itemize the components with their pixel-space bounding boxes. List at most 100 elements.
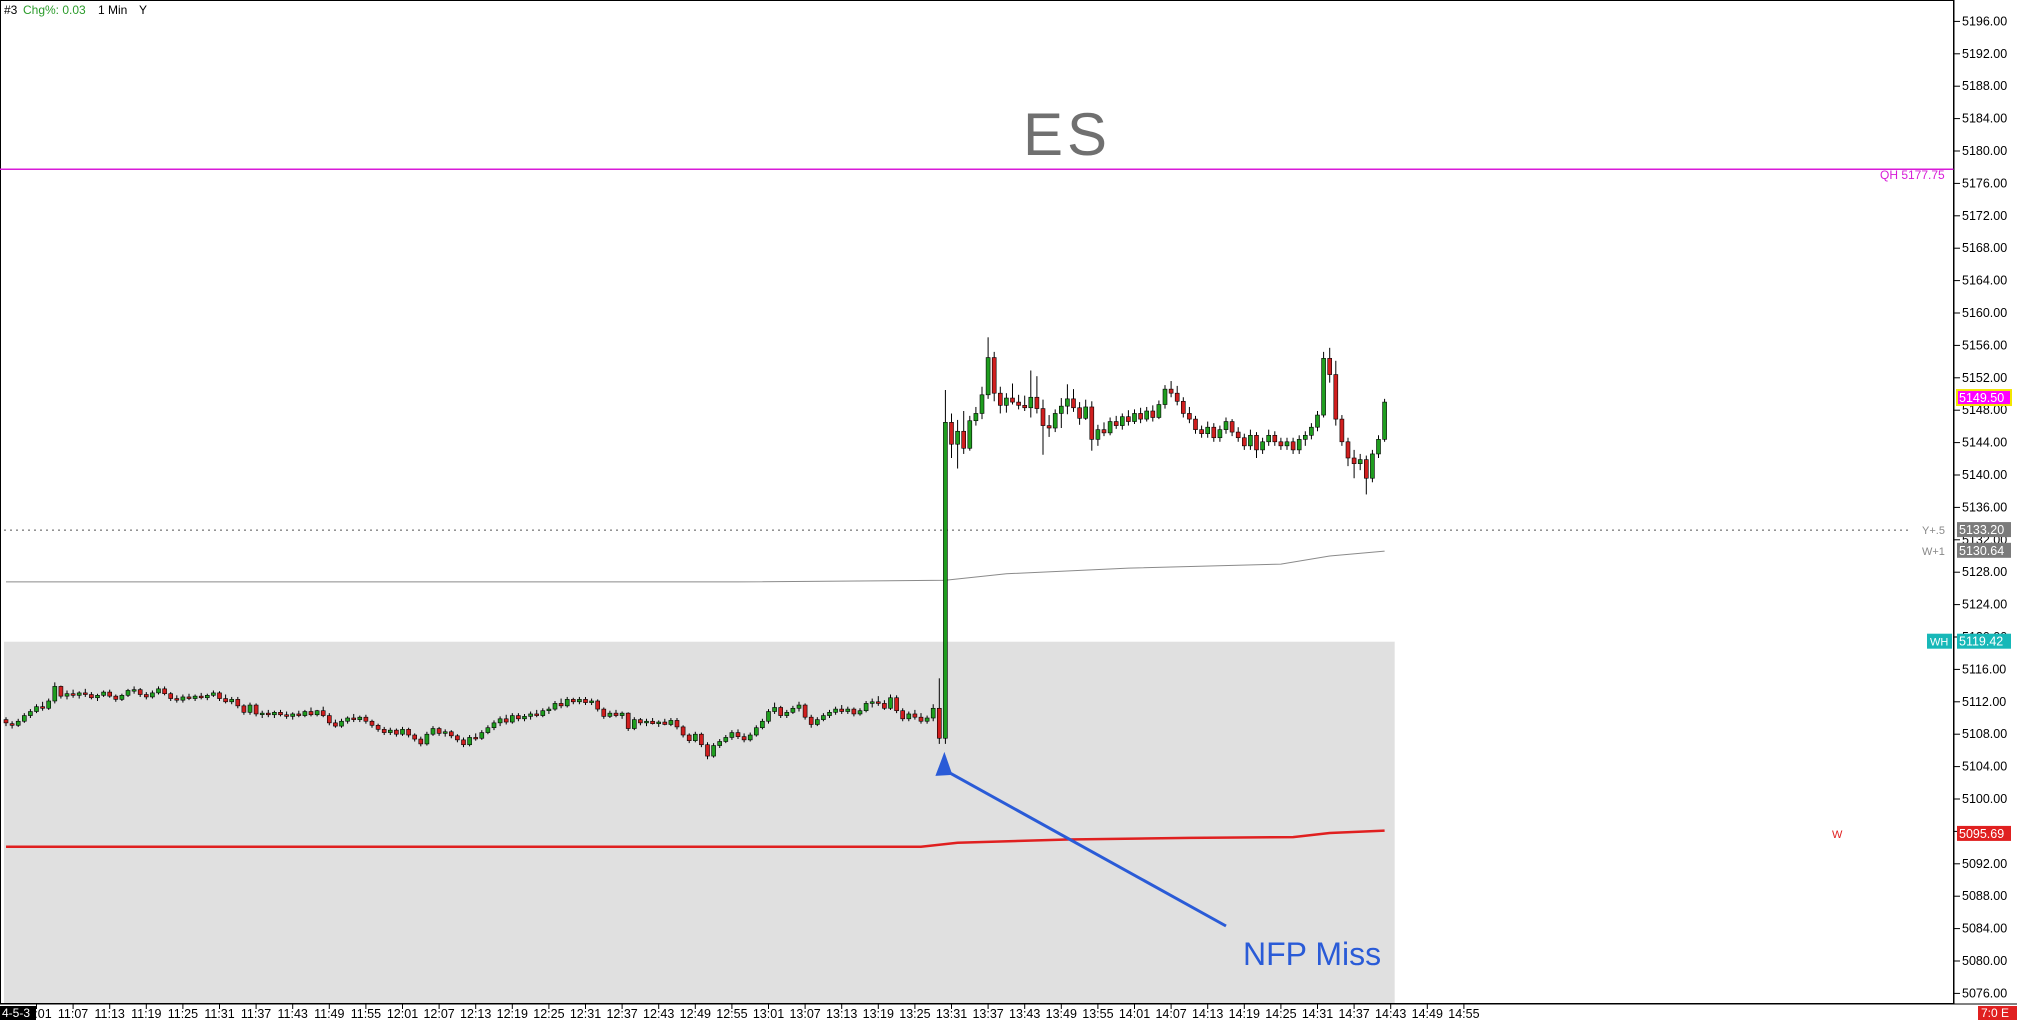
candle-body xyxy=(180,696,186,701)
price-tick-label: 5112.00 xyxy=(1962,695,2006,709)
candle xyxy=(796,701,802,712)
candle-body xyxy=(601,708,607,717)
candle xyxy=(156,686,161,695)
candle-body xyxy=(888,697,893,709)
price-tick-label: 5164.00 xyxy=(1962,274,2007,288)
candle xyxy=(1126,410,1131,426)
time-axis[interactable]: 11:01 11:07 11:13 11:19 11:25 11:31 11:37 11:43… xyxy=(0,1003,2017,1021)
candle-body xyxy=(125,690,131,696)
candle xyxy=(558,698,564,709)
price-axis[interactable]: 5196.00 5192.00 5188.00 5184.00 5180.00 5176.… xyxy=(1953,0,2007,1004)
candle xyxy=(607,710,613,718)
candle-body xyxy=(345,717,350,722)
candle-body xyxy=(1162,388,1168,405)
price-tick-label: 5076.00 xyxy=(1962,986,2007,1000)
candle-body xyxy=(1205,426,1210,434)
candle-body xyxy=(558,703,564,707)
candle-body xyxy=(772,707,777,712)
scale-mode[interactable]: Y xyxy=(139,3,147,17)
price-tick-label: 5108.00 xyxy=(1962,727,2007,741)
time-tick-label: 11:19 xyxy=(131,1007,161,1021)
candle xyxy=(601,707,607,719)
candle-body xyxy=(1040,408,1046,426)
candle xyxy=(784,709,790,718)
candle-body xyxy=(363,716,369,722)
candle-body xyxy=(1309,426,1314,436)
last-price-tag: 5149.50 xyxy=(1959,391,2004,405)
candle-body xyxy=(644,720,649,724)
candle xyxy=(424,731,430,746)
candle xyxy=(1303,431,1308,446)
price-tick-label: 5180.00 xyxy=(1962,144,2007,158)
candle xyxy=(1242,433,1247,450)
candle-body xyxy=(272,712,277,716)
candle-body xyxy=(1296,439,1302,451)
candle xyxy=(595,699,601,712)
candle-body xyxy=(1071,398,1076,409)
interval-label[interactable]: 1 Min xyxy=(98,3,127,17)
candle xyxy=(15,718,21,727)
candle xyxy=(406,727,411,738)
candle-body xyxy=(479,732,485,739)
candle-body xyxy=(656,721,662,724)
candle-body xyxy=(1016,401,1021,406)
candle xyxy=(1321,351,1326,418)
candle-body xyxy=(784,712,790,716)
candle-body xyxy=(333,722,338,727)
candle-body xyxy=(485,727,491,733)
candle xyxy=(668,718,674,727)
candle-body xyxy=(1150,410,1156,418)
candle xyxy=(284,711,289,719)
candle xyxy=(955,419,960,469)
candle xyxy=(186,693,192,701)
level-lines-layer xyxy=(0,168,1954,849)
candle xyxy=(918,713,924,724)
candle xyxy=(70,689,76,698)
candle xyxy=(619,711,625,719)
candle-body xyxy=(570,699,576,703)
candle xyxy=(1156,400,1162,420)
price-tick-label: 5148.00 xyxy=(1962,403,2007,417)
candle xyxy=(686,733,692,744)
candle-body xyxy=(1089,406,1095,440)
price-tick-label: 5136.00 xyxy=(1962,500,2007,514)
candle xyxy=(1162,385,1168,409)
candle xyxy=(473,733,479,741)
candle xyxy=(253,703,259,717)
time-tick-label: 12:01 xyxy=(387,1007,418,1021)
last-price-tag-bg xyxy=(1956,389,2012,407)
candle-body xyxy=(314,710,320,716)
time-tick-label: 13:13 xyxy=(826,1007,857,1021)
candle xyxy=(821,713,826,722)
w-plus-1-name-tag: W+1 xyxy=(1922,546,1945,558)
candle xyxy=(363,714,369,724)
candle-body xyxy=(1351,457,1357,464)
time-tick-label: 11:55 xyxy=(351,1007,381,1021)
candle-body xyxy=(516,715,521,720)
candle xyxy=(705,742,710,760)
candle xyxy=(430,726,436,736)
candle xyxy=(1357,453,1363,471)
candle xyxy=(1376,435,1381,458)
candle-body xyxy=(320,710,326,716)
candle xyxy=(1071,389,1076,412)
candle xyxy=(1046,415,1052,437)
candle xyxy=(949,413,954,458)
candle-body xyxy=(192,695,198,699)
candle-body xyxy=(1339,418,1345,443)
candle-body xyxy=(351,717,357,720)
candle xyxy=(1138,407,1143,424)
zone-layer xyxy=(4,641,1395,1003)
candle-body xyxy=(766,711,771,722)
candle-body xyxy=(1156,404,1162,418)
time-tick-label: 13:55 xyxy=(1082,1007,1113,1021)
candle xyxy=(613,709,619,718)
candle xyxy=(1309,423,1314,440)
candle xyxy=(1077,402,1082,425)
candle-body xyxy=(217,692,222,699)
price-tick-label: 5100.00 xyxy=(1962,792,2007,806)
candle xyxy=(131,686,137,694)
candle-body xyxy=(912,713,918,718)
